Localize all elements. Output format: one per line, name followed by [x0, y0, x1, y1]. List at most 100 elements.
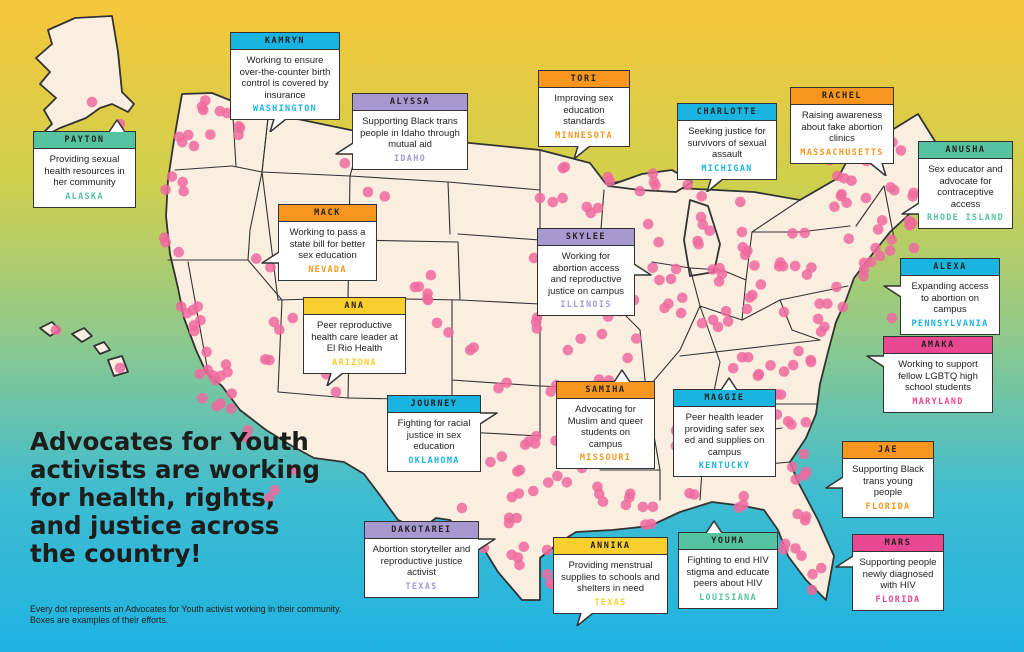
- activist-dot: [792, 508, 803, 520]
- activist-card-jae: JAE Supporting Black trans young people FL…: [825, 441, 934, 518]
- activist-dot: [780, 538, 791, 550]
- activist-dot: [782, 416, 794, 427]
- activist-dot: [86, 96, 98, 108]
- activist-dot: [501, 377, 512, 389]
- activist-dot: [801, 466, 812, 478]
- activist-dot: [634, 185, 646, 197]
- activist-dot: [241, 432, 252, 443]
- activist-dot: [528, 485, 539, 497]
- activist-dot: [640, 519, 651, 530]
- activist-dot: [872, 224, 884, 235]
- activist-dot: [177, 176, 188, 188]
- activist-dot: [234, 122, 246, 134]
- activist-dot: [265, 262, 276, 273]
- activist-dot: [829, 201, 840, 212]
- state-border: [679, 339, 821, 357]
- headline: Advocates for Youth activists are workin…: [30, 427, 320, 568]
- activist-dot: [642, 218, 654, 230]
- activist-state: PENNSYLVANIA: [911, 318, 989, 329]
- activist-dot: [205, 129, 216, 140]
- card-pointer: [634, 263, 652, 276]
- activist-dot: [50, 324, 62, 336]
- activist-dot: [884, 245, 896, 256]
- activist-card-annika: ANNIKA Providing menstrual supplies to sc…: [553, 537, 668, 626]
- hawaii-shape-2: [71, 327, 93, 343]
- activist-name: DAKOTAREI: [365, 522, 478, 539]
- card-pointer: [108, 119, 126, 132]
- activist-dot: [268, 316, 280, 328]
- activist-card-maggie: MAGGIE Peer health leader providing safer…: [673, 377, 776, 477]
- activist-state: LOUISIANA: [699, 592, 757, 603]
- activist-state: MICHIGAN: [701, 163, 753, 174]
- activist-dot: [431, 317, 443, 329]
- card-pointer: [705, 520, 723, 533]
- activist-dot: [647, 168, 659, 179]
- activist-dot: [593, 488, 605, 500]
- activist-name: PAYTON: [34, 132, 135, 149]
- activist-card-journey: JOURNEY Fighting for racial justice in se…: [387, 395, 498, 472]
- activist-description: Peer reproductive health care leader at …: [311, 320, 398, 354]
- activist-state: ILLINOIS: [560, 300, 612, 310]
- activist-name: MAGGIE: [674, 390, 775, 407]
- activist-dot: [620, 499, 632, 511]
- activist-dot: [648, 176, 660, 188]
- activist-dot: [528, 252, 540, 264]
- activist-dot: [835, 190, 847, 202]
- hawaii-shape-3: [93, 341, 111, 355]
- activist-dot: [778, 306, 790, 318]
- activist-dot: [819, 321, 830, 333]
- activist-dot: [192, 301, 204, 312]
- activist-dot: [886, 234, 897, 246]
- activist-name: TORI: [539, 71, 629, 88]
- state-border: [447, 181, 541, 191]
- card-pointer: [269, 119, 287, 132]
- activist-name: ALYSSA: [353, 94, 467, 111]
- activist-dot: [456, 502, 468, 514]
- activist-dot: [696, 317, 708, 329]
- activist-dot: [195, 315, 206, 326]
- card-pointer: [613, 369, 631, 382]
- activist-state: ALASKA: [65, 191, 104, 202]
- activist-card-alexa: ALEXA Expanding access to abortion on cam…: [883, 258, 1000, 335]
- activist-dot: [814, 298, 825, 310]
- activist-dot: [511, 512, 522, 524]
- card-pointer: [573, 145, 591, 159]
- activist-dot: [696, 191, 707, 202]
- state-border: [457, 233, 541, 241]
- activist-dot: [736, 351, 748, 363]
- activist-dot: [860, 192, 872, 204]
- activist-dot: [874, 250, 886, 262]
- activist-name: SKYLEE: [538, 229, 634, 246]
- activist-dot: [806, 584, 818, 596]
- activist-dot: [198, 104, 209, 116]
- activist-name: AMAKA: [884, 337, 992, 354]
- activist-dot: [514, 464, 526, 476]
- activist-dot: [807, 568, 818, 580]
- activist-dot: [775, 257, 786, 268]
- activist-dot: [493, 382, 504, 394]
- state-border: [459, 299, 541, 305]
- activist-dot: [801, 269, 813, 280]
- activist-dot: [796, 550, 807, 562]
- activist-dot: [647, 262, 658, 274]
- activist-dot: [541, 569, 553, 580]
- activist-dot: [173, 246, 184, 258]
- activist-dot: [654, 274, 665, 286]
- activist-dot: [752, 370, 764, 382]
- activist-description: Advocating for Muslim and queer students…: [567, 404, 644, 450]
- activist-state: TEXAS: [405, 581, 438, 592]
- activist-dot: [793, 345, 804, 357]
- activist-dot: [518, 541, 530, 553]
- activist-dot: [886, 312, 898, 324]
- activist-dot: [805, 356, 817, 368]
- activist-dot: [716, 268, 728, 280]
- activist-name: MACK: [279, 205, 376, 222]
- activist-dot: [183, 129, 194, 141]
- card-pointer: [883, 285, 901, 298]
- activist-card-tori: TORI Improving sex education standards MIN…: [538, 70, 630, 159]
- activist-state: MARYLAND: [912, 396, 964, 407]
- activist-dot: [622, 352, 633, 364]
- activist-dot: [114, 362, 126, 374]
- activist-dot: [695, 211, 707, 223]
- activist-dot: [534, 192, 546, 204]
